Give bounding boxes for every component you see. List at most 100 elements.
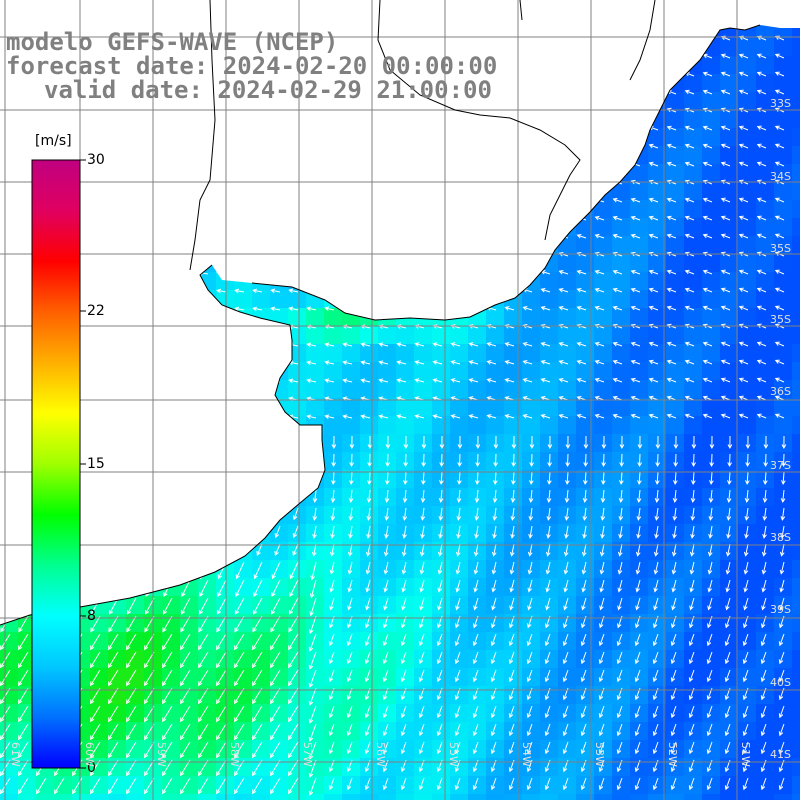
model-title: modelo GEFS-WAVE (NCEP) [6, 30, 497, 54]
speed-cell [558, 398, 577, 417]
speed-cell [378, 794, 397, 800]
speed-cell [720, 200, 739, 219]
colorbar-tick: 30 [87, 152, 105, 168]
speed-cell [360, 578, 379, 597]
speed-cell [414, 380, 433, 399]
speed-cell [612, 290, 631, 309]
speed-cell [684, 434, 703, 453]
speed-cell [702, 56, 721, 75]
map-title: modelo GEFS-WAVE (NCEP) forecast date: 2… [6, 30, 497, 102]
speed-cell [324, 398, 343, 417]
speed-cell [432, 578, 451, 597]
speed-cell [756, 416, 775, 435]
speed-cell [720, 290, 739, 309]
speed-cell [360, 794, 379, 800]
speed-cell [396, 794, 415, 800]
speed-cell [342, 326, 361, 345]
speed-cell [684, 326, 703, 345]
speed-cell [666, 200, 685, 219]
speed-cell [396, 380, 415, 399]
speed-cell [720, 434, 739, 453]
speed-cell [684, 74, 703, 93]
colorbar [32, 160, 86, 768]
speed-cell [432, 398, 451, 417]
speed-cell [774, 416, 793, 435]
speed-cell [342, 362, 361, 381]
speed-cell [522, 362, 541, 381]
valid-date: valid date: 2024-02-29 21:00:00 [6, 78, 497, 102]
lon-label: 54W [520, 742, 533, 767]
speed-cell [162, 794, 181, 800]
speed-cell [540, 272, 559, 291]
speed-cell [756, 578, 775, 597]
speed-cell [180, 794, 199, 800]
speed-cell [720, 128, 739, 147]
speed-cell [504, 578, 523, 597]
speed-cell [684, 290, 703, 309]
speed-cell [414, 434, 433, 453]
speed-cell [540, 344, 559, 363]
speed-cell [324, 362, 343, 381]
speed-cell [756, 218, 775, 237]
speed-cell [756, 182, 775, 201]
speed-cell [630, 272, 649, 291]
speed-cell [702, 128, 721, 147]
speed-cell [702, 326, 721, 345]
speed-cell [540, 560, 559, 579]
speed-cell [774, 344, 793, 363]
speed-cell [324, 380, 343, 399]
speed-cell [792, 380, 800, 399]
speed-cell [756, 344, 775, 363]
speed-cell [684, 398, 703, 417]
speed-cell [630, 200, 649, 219]
speed-cell [756, 560, 775, 579]
speed-cell [774, 56, 793, 75]
speed-cell [306, 794, 325, 800]
speed-cell [684, 560, 703, 579]
speed-cell [684, 110, 703, 129]
speed-cell [792, 272, 800, 291]
speed-cell [234, 290, 253, 309]
speed-cell [666, 272, 685, 291]
speed-cell [792, 236, 800, 255]
lon-label: 60W [83, 742, 96, 767]
speed-cell [756, 56, 775, 75]
speed-cell [504, 434, 523, 453]
speed-cell [792, 200, 800, 219]
speed-cell [738, 38, 757, 57]
speed-cell [774, 74, 793, 93]
speed-cell [720, 560, 739, 579]
speed-cell [306, 398, 325, 417]
speed-cell [504, 398, 523, 417]
lon-label: 52W [666, 742, 679, 767]
speed-cell [522, 290, 541, 309]
speed-cell [288, 398, 307, 417]
speed-cell [738, 578, 757, 597]
speed-cell [306, 362, 325, 381]
speed-cell [738, 560, 757, 579]
speed-cell [684, 344, 703, 363]
speed-cell [684, 272, 703, 291]
speed-cell [720, 398, 739, 417]
speed-cell [558, 254, 577, 273]
speed-cell [756, 398, 775, 417]
speed-cell [738, 344, 757, 363]
speed-cell [630, 344, 649, 363]
speed-cell [576, 290, 595, 309]
speed-cell [558, 794, 577, 800]
speed-cell [378, 434, 397, 453]
speed-cell [270, 794, 289, 800]
speed-cell [504, 794, 523, 800]
speed-cell [306, 308, 325, 327]
speed-cell [738, 218, 757, 237]
speed-cell [414, 344, 433, 363]
speed-cell [666, 416, 685, 435]
speed-cell [756, 290, 775, 309]
speed-cell [774, 110, 793, 129]
speed-cell [792, 56, 800, 75]
colorbar-tick: 22 [87, 303, 105, 319]
speed-cell [252, 794, 271, 800]
speed-cell [702, 272, 721, 291]
lat-label: 37S [770, 459, 791, 472]
speed-cell [612, 380, 631, 399]
